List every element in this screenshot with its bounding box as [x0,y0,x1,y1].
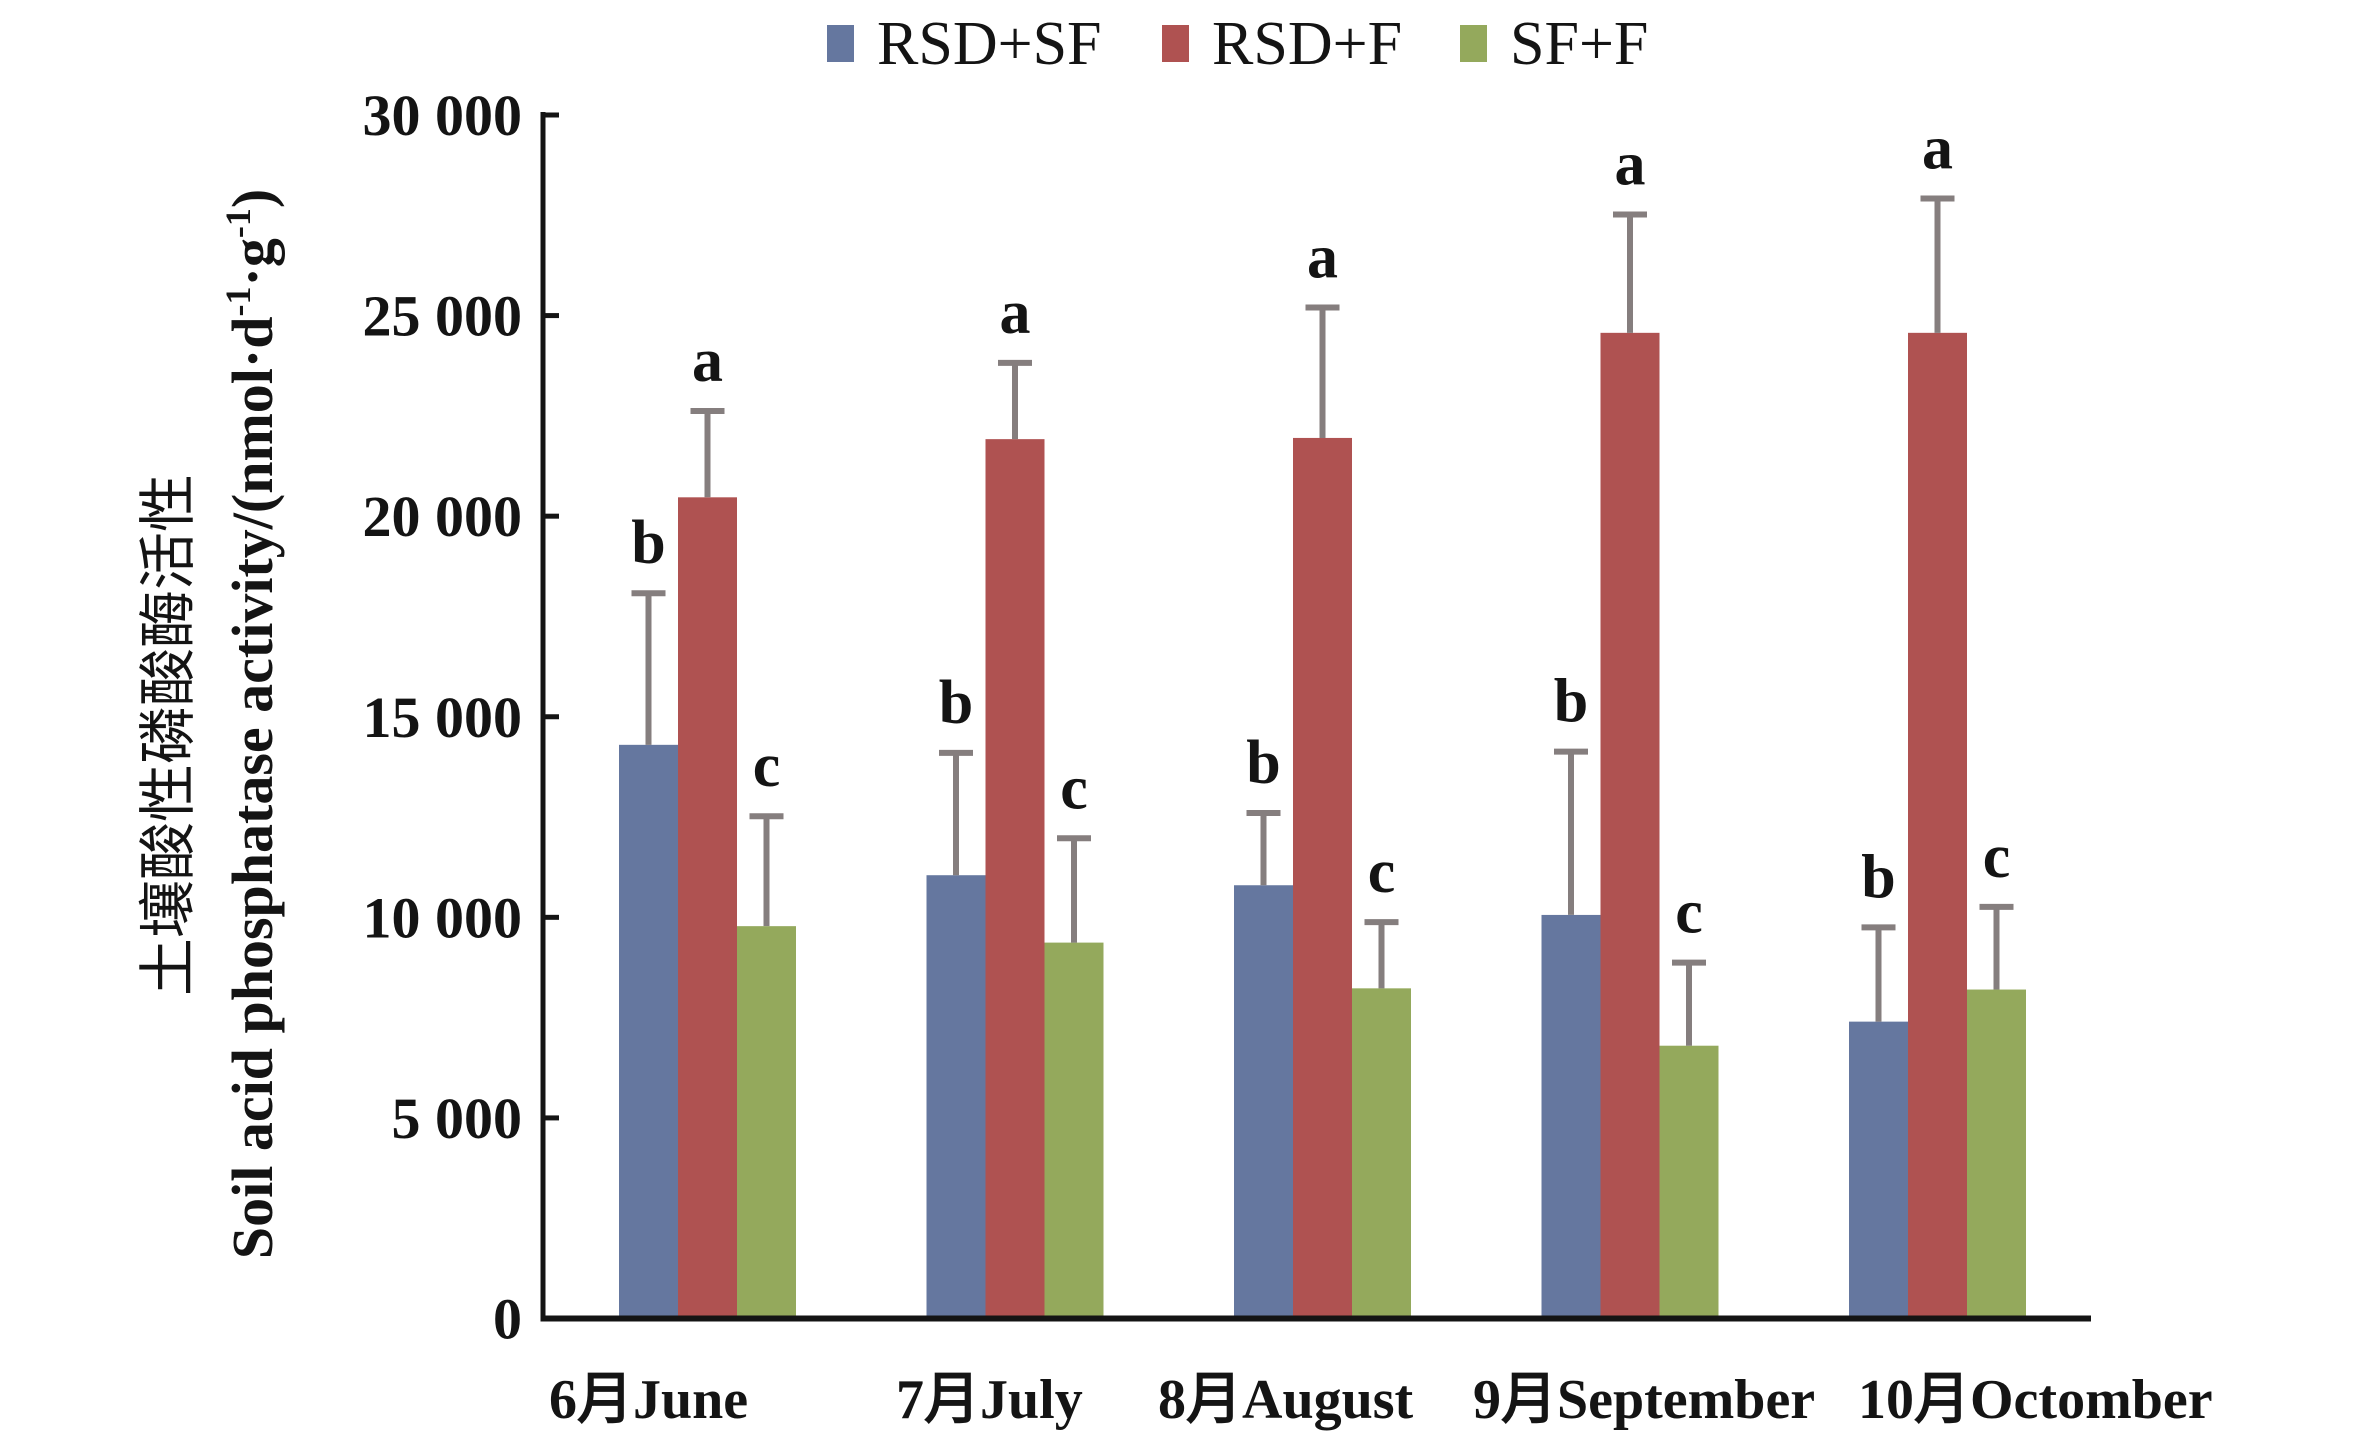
y-tick-label: 0 [493,1287,522,1352]
legend: RSD+SF RSD+F SF+F [827,10,1648,78]
bar-rsd-f-3 [1600,332,1660,1319]
legend-label: RSD+F [1212,10,1402,78]
significance-label: c [753,732,781,800]
x-tick-label: 10月Octomber [1858,1369,2213,1431]
legend-label: SF+F [1510,10,1648,78]
y-axis-title-en: Soil acid phosphatase activity/(nmol·d-1… [218,189,285,1259]
x-tick-label: 9月September [1473,1369,1815,1431]
y-axis-title-en-main: Soil acid phosphatase activity/(nmol·d [220,317,285,1260]
significance-label: b [1554,668,1588,736]
bar-rsd-sf-3 [1541,914,1601,1319]
significance-label: b [1246,729,1280,797]
x-tick-label: 7月July [896,1369,1083,1431]
legend-swatch-rsd-sf [827,25,854,62]
bar-rsd-sf-2 [1234,885,1293,1319]
y-tick-label: 25 000 [363,284,523,349]
bar-sf-f-2 [1352,988,1411,1319]
significance-label: a [1307,224,1338,292]
bars [619,332,2026,1319]
y-tick-label: 5 000 [392,1086,523,1151]
bar-rsd-f-4 [1908,332,1967,1319]
y-tick-label: 20 000 [363,484,523,549]
significance-label: a [692,327,723,395]
y-tick-label: 30 000 [363,83,523,148]
significance-label: b [939,669,973,737]
y-axis-title-unit-exp2: -1 [218,208,258,238]
y-axis-title-unit-close: ) [220,189,285,208]
x-tick-labels: 6月June 7月July 8月August 9月September 10月Octomb… [549,1369,2213,1431]
x-tick-label: 8月August [1158,1369,1414,1431]
y-axis-title: 土壤酸性磷酸酶活性 Soil acid phosphatase activity… [136,189,285,1259]
y-axis-title-cn: 土壤酸性磷酸酶活性 [136,474,201,996]
bar-sf-f-3 [1659,1045,1719,1319]
bar-rsd-f-2 [1293,437,1352,1319]
legend-label: RSD+SF [877,10,1102,78]
significance-label: b [1861,843,1895,911]
bar-sf-f-4 [1967,989,2026,1319]
y-tick-label: 15 000 [363,685,523,750]
x-tick-label: 6月June [549,1369,748,1431]
bar-sf-f-1 [1044,942,1104,1319]
bar-rsd-sf-4 [1849,1021,1908,1319]
y-ticks: 0 5 000 10 000 15 000 20 000 25 000 30 000 [363,83,559,1352]
y-axis-title-unit-exp1: -1 [218,287,258,317]
significance-label: c [1675,879,1703,947]
significance-label: c [1983,823,2011,891]
bar-rsd-sf-1 [926,875,986,1319]
bar-rsd-f-0 [678,497,737,1319]
significance-label: a [1922,114,1953,182]
error-bars [631,195,2014,1046]
legend-swatch-sf-f [1460,25,1487,62]
significance-label: a [1000,279,1031,347]
bar-rsd-f-1 [985,439,1045,1319]
y-tick-label: 10 000 [363,885,523,950]
significance-label: c [1368,838,1396,906]
significance-labels: b a c b a c b a c b a c b a c [631,114,2010,946]
significance-label: c [1060,754,1088,822]
bar-rsd-sf-0 [619,744,678,1319]
y-axis-title-unit-g: ·g [220,238,285,286]
significance-label: a [1615,130,1646,198]
legend-swatch-rsd-f [1162,25,1189,62]
significance-label: b [631,509,665,577]
bar-sf-f-0 [737,926,796,1319]
